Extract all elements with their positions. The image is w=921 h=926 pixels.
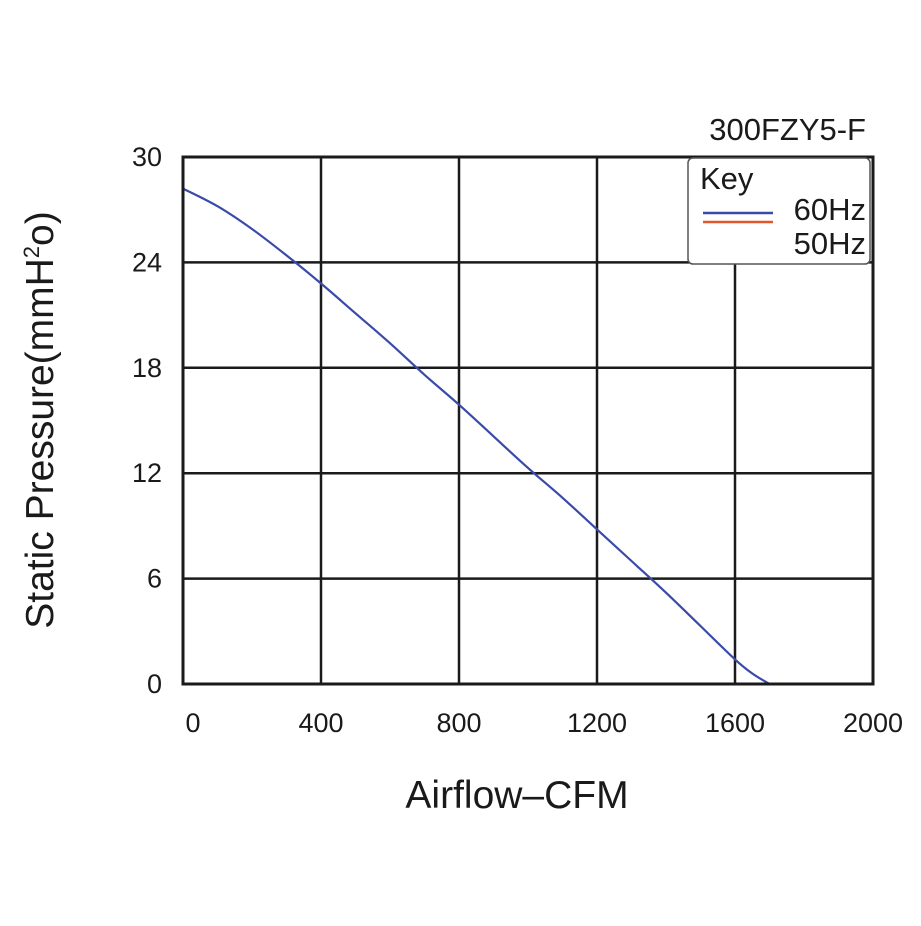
x-tick-label: 1200	[567, 708, 627, 738]
y-axis-label-suffix: o)	[19, 211, 62, 246]
y-tick-label: 0	[147, 669, 162, 699]
legend-label-60hz: 60Hz	[794, 192, 866, 227]
legend-label-50hz: 50Hz	[794, 226, 866, 261]
x-tick-label: 2000	[843, 708, 903, 738]
x-tick-label: 800	[436, 708, 481, 738]
x-tick-label: 1600	[705, 708, 765, 738]
legend-box	[687, 157, 871, 265]
y-tick-label: 30	[132, 142, 162, 172]
plot-frame	[181, 155, 875, 686]
y-axis-label-main: Static Pressure(mmH	[19, 258, 62, 629]
y-tick-label: 18	[132, 353, 162, 383]
x-tick-label: 400	[298, 708, 343, 738]
y-axis-label-superscript: 2	[19, 246, 44, 258]
chart-title: 300FZY5-F	[709, 112, 866, 147]
x-axis-label: Airflow–CFM	[405, 774, 628, 817]
y-tick-label: 24	[132, 247, 162, 277]
series-line-60hz	[182, 187, 771, 685]
y-axis-label: Static Pressure(mmH2o)	[19, 211, 62, 629]
legend-title: Key	[700, 161, 754, 196]
x-tick-label: 0	[185, 708, 200, 738]
y-tick-label: 12	[132, 458, 162, 488]
y-tick-labels: 0 6 12 18 24 30	[132, 142, 162, 699]
legend: Key 60Hz 50Hz	[687, 157, 871, 265]
y-tick-label: 6	[147, 564, 162, 594]
x-tick-labels: 0 400 800 1200 1600 2000	[185, 708, 903, 738]
curves	[182, 187, 771, 685]
